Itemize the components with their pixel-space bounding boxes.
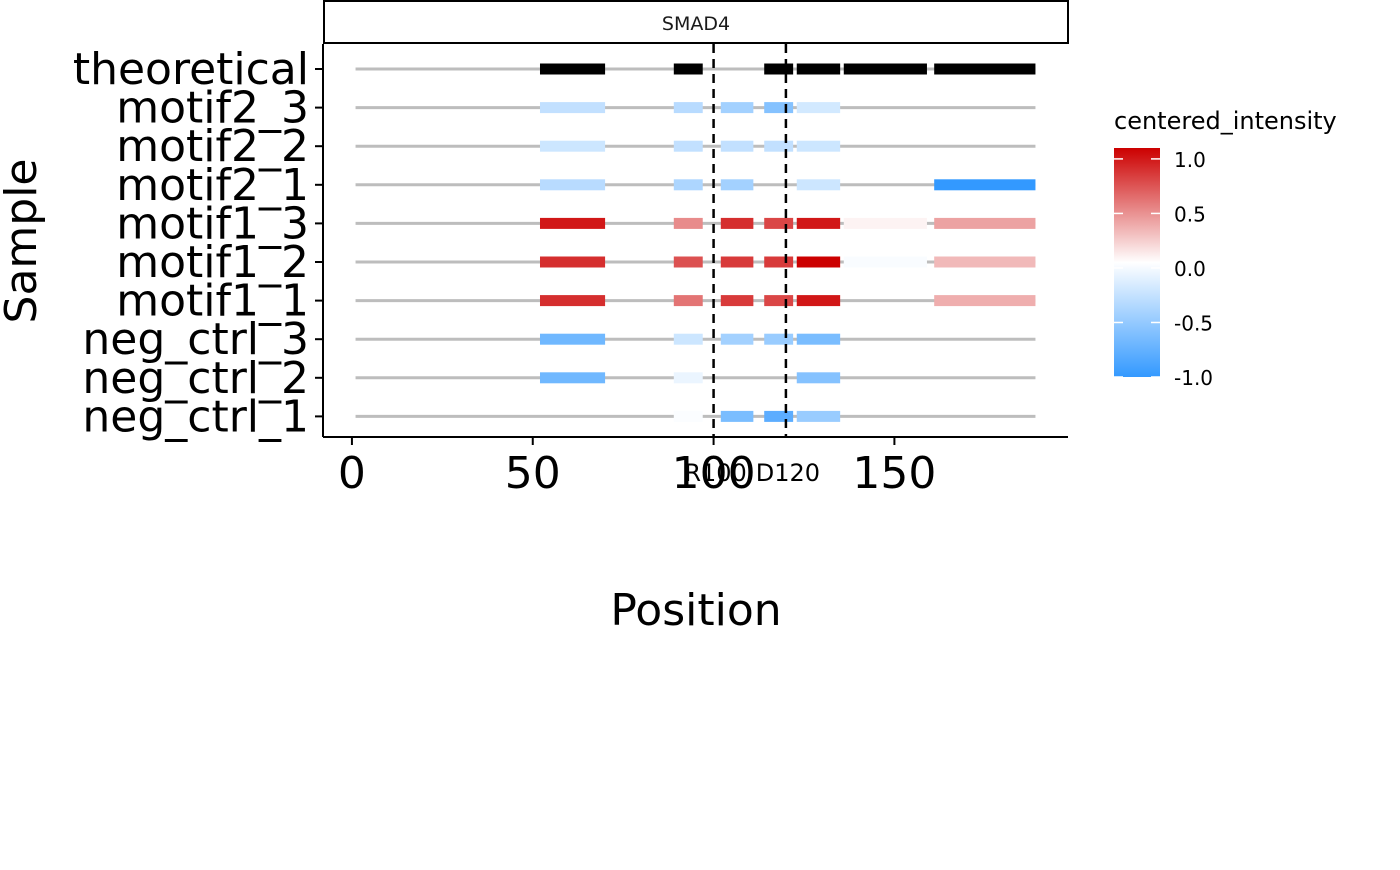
intensity-segment	[720, 333, 754, 345]
intensity-segment	[764, 102, 794, 114]
intensity-segment	[720, 295, 754, 307]
intensity-segment	[796, 256, 841, 268]
theoretical-segment	[539, 63, 606, 75]
intensity-segment	[673, 333, 703, 345]
facet-strip: SMAD4	[323, 0, 1069, 44]
backbone-lines	[355, 67, 1036, 418]
intensity-segment	[673, 179, 703, 191]
intensity-segment	[539, 179, 606, 191]
x-tick-label: 50	[505, 448, 561, 499]
intensity-segment	[539, 372, 606, 384]
intensity-segment	[843, 217, 927, 229]
legend: centered_intensity 1.0 0.5 0.0 -0.5 -1.0	[1114, 107, 1337, 390]
theoretical-segment	[934, 63, 1036, 75]
y-axis-ticks: theoreticalmotif2_3motif2_2motif2_1motif…	[73, 44, 323, 442]
x-tick-label: 100	[672, 448, 756, 499]
legend-tick-label: 0.0	[1174, 257, 1206, 281]
intensity-segment	[673, 372, 703, 384]
intensity-segment	[764, 256, 794, 268]
y-tick-label: motif1_3	[116, 198, 309, 249]
intensity-segment	[796, 410, 841, 422]
intensity-segment	[539, 295, 606, 307]
reference-line-label: D120	[756, 459, 820, 487]
intensity-segment	[673, 410, 703, 422]
intensity-segment	[673, 217, 703, 229]
intensity-segment	[720, 217, 754, 229]
legend-ticks: 1.0 0.5 0.0 -0.5 -1.0	[1114, 148, 1213, 390]
y-tick-label: motif2_3	[116, 83, 309, 134]
intensity-segment	[673, 295, 703, 307]
theoretical-segment	[843, 63, 927, 75]
facet-label: SMAD4	[662, 13, 730, 35]
y-tick-label: motif2_2	[116, 121, 309, 172]
intensity-segment	[764, 295, 794, 307]
intensity-segment	[796, 179, 841, 191]
intensity-segment	[539, 140, 606, 152]
intensity-segment	[539, 256, 606, 268]
intensity-segment	[764, 410, 794, 422]
intensity-segment	[673, 102, 703, 114]
intensity-segment	[720, 179, 754, 191]
y-tick-label: neg_ctrl_1	[82, 391, 309, 442]
y-tick-label: theoretical	[73, 44, 309, 95]
intensity-segment	[539, 102, 606, 114]
axes	[322, 44, 1068, 438]
legend-tick-label: -0.5	[1174, 311, 1213, 335]
intensity-segment	[796, 372, 841, 384]
intensity-segment	[843, 256, 927, 268]
intensity-segment	[673, 140, 703, 152]
intensity-segment	[720, 410, 754, 422]
y-tick-label: motif2_1	[116, 160, 309, 211]
legend-colorbar	[1114, 148, 1160, 377]
legend-tick-label: 1.0	[1174, 148, 1206, 172]
intensity-segment	[934, 179, 1036, 191]
intensity-segment	[673, 256, 703, 268]
intensity-segment	[720, 140, 754, 152]
intensity-segment	[720, 102, 754, 114]
legend-title: centered_intensity	[1114, 107, 1337, 135]
intensity-segment	[764, 217, 794, 229]
reference-line-labels: R100 D120	[684, 459, 820, 487]
intensity-segment	[934, 256, 1036, 268]
y-axis-title: Sample	[0, 159, 47, 324]
y-tick-label: neg_ctrl_3	[82, 314, 309, 365]
theoretical-segment	[673, 63, 703, 75]
x-tick-label: 0	[338, 448, 366, 499]
intensity-segment	[934, 295, 1036, 307]
y-tick-label: neg_ctrl_2	[82, 353, 309, 404]
intensity-segment	[764, 333, 794, 345]
intensity-segment	[796, 140, 841, 152]
y-tick-label: motif1_2	[116, 237, 309, 288]
theoretical-segment	[796, 63, 841, 75]
x-axis-title: Position	[610, 585, 781, 636]
intensity-segment	[796, 295, 841, 307]
theoretical-segment	[764, 63, 794, 75]
intensity-segment	[796, 102, 841, 114]
x-tick-label: 150	[852, 448, 936, 499]
y-tick-label: motif1_1	[116, 276, 309, 327]
intensity-segments	[539, 63, 1036, 422]
reference-lines	[712, 44, 788, 437]
intensity-segment	[934, 217, 1036, 229]
legend-tick-label: 0.5	[1174, 202, 1206, 226]
legend-tick-label: -1.0	[1174, 366, 1213, 390]
intensity-segment	[539, 217, 606, 229]
intensity-segment	[720, 256, 754, 268]
intensity-segment	[539, 333, 606, 345]
intensity-segment	[796, 217, 841, 229]
intensity-segment	[764, 140, 794, 152]
reference-line-label: R100	[684, 459, 746, 487]
x-axis-ticks: 0 50 100 150	[338, 437, 936, 499]
intensity-segment	[796, 333, 841, 345]
